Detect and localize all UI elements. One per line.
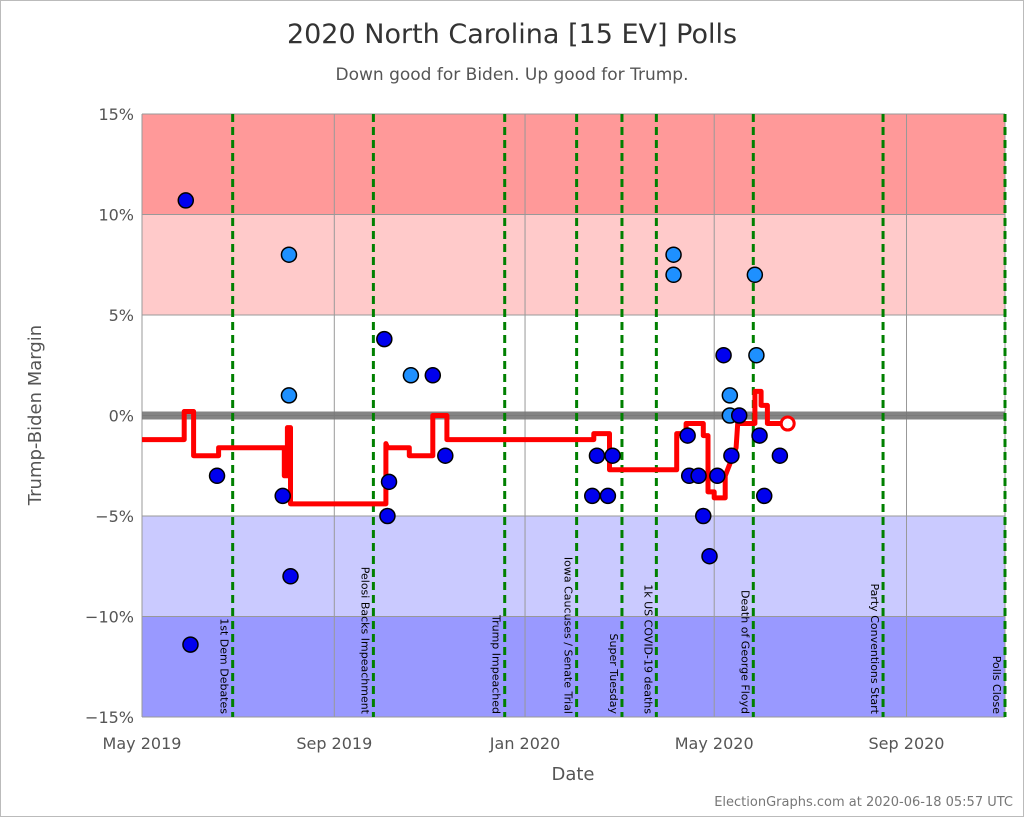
x-axis-label: Date [551,764,594,785]
poll-point [679,427,696,444]
background-band [142,516,1005,617]
poll-point [721,387,739,404]
x-tick-label: May 2019 [103,734,182,753]
y-axis-label: Trump-Biden Margin [25,325,46,506]
poll-point [715,346,732,364]
event-label: 1st Dem Debates [218,618,231,714]
poll-point [376,330,393,348]
poll-point [730,407,748,424]
x-tick-label: Sep 2020 [869,734,945,753]
event-label: Pelosi Backs Impeachment [358,567,371,715]
poll-point [695,507,712,525]
x-tick-label: Sep 2019 [296,734,372,753]
background-band [142,616,1005,717]
poll-point [584,487,601,505]
poll-point [588,447,606,464]
poll-point [274,487,291,505]
poll-point [665,246,682,263]
poll-point [723,447,740,464]
chart-subtitle: Down good for Biden. Up good for Trump. [336,65,689,85]
credit-text: ElectionGraphs.com at 2020-06-18 05:57 U… [714,795,1013,810]
event-label: Trump Impeached [490,614,503,714]
poll-point [380,473,398,491]
poll-point [751,427,768,444]
latest-average-marker [779,415,796,432]
x-tick-label: May 2020 [675,734,754,753]
poll-point [755,487,773,505]
poll-point [424,367,442,384]
poll-point [437,447,454,464]
background-band [142,214,1005,315]
poll-point [665,266,682,284]
poll-point [282,568,299,585]
event-label: Super Tuesday [607,634,620,715]
poll-point [177,192,195,209]
poll-point [208,467,226,485]
poll-point [599,487,617,505]
y-tick-label: −5% [95,507,134,526]
chart-title: 2020 North Carolina [15 EV] Polls [287,19,737,50]
y-tick-label: 5% [109,306,134,325]
poll-point [604,447,621,464]
poll-point [402,367,420,384]
event-label: Iowa Caucuses / Senate Trial [562,557,575,714]
y-tick-label: 10% [98,206,134,225]
poll-point [771,447,789,464]
y-tick-label: 15% [98,105,134,124]
poll-point [748,346,765,364]
event-label: Death of George Floyd [738,590,751,714]
poll-point [701,547,718,565]
background-band [142,114,1005,215]
y-tick-label: 0% [109,407,134,426]
y-tick-label: −10% [85,608,134,627]
poll-point [280,246,298,263]
x-tick-label: Jan 2020 [489,734,560,753]
event-label: Party Conventions Start [868,583,881,714]
poll-point [280,387,298,404]
event-label: Polls Close [990,656,1003,715]
average-line [142,388,788,507]
poll-point [746,266,764,284]
poll-point [690,467,707,485]
poll-point [379,507,396,525]
poll-point [709,467,726,485]
poll-point [182,636,199,653]
y-tick-label: −15% [85,708,134,727]
event-label: 1k US COVID-19 deaths [641,584,654,714]
